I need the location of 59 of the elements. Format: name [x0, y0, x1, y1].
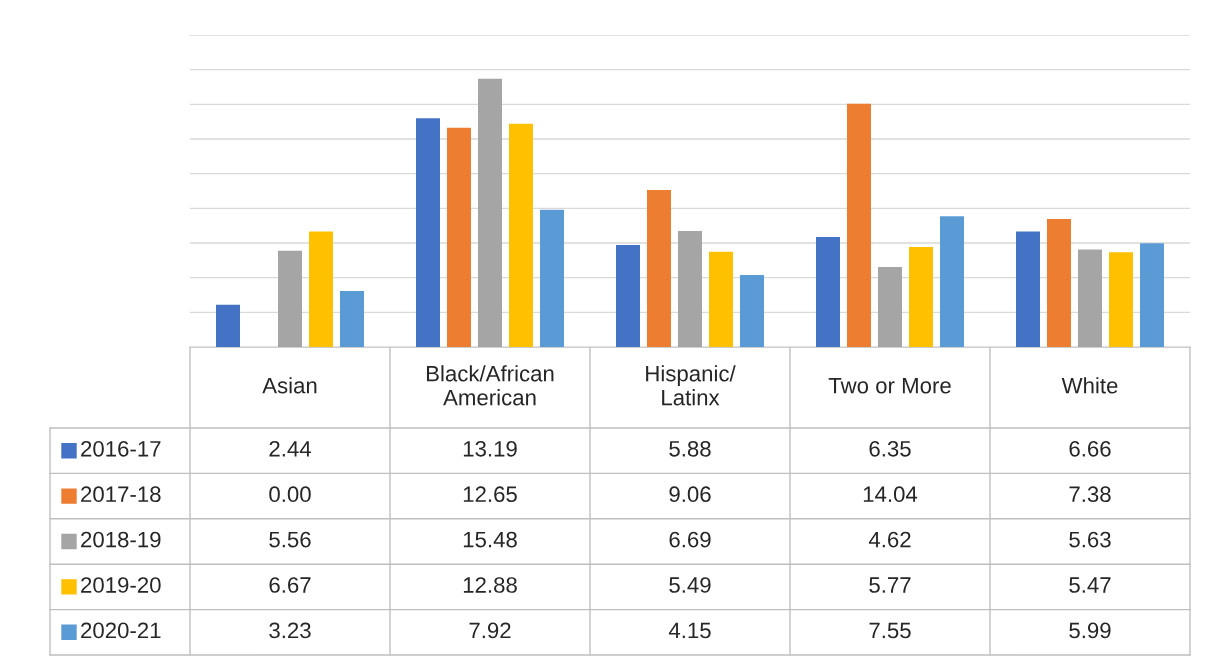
bar: [847, 103, 871, 347]
data-label: 3.23: [269, 622, 311, 639]
data-label: 7.92: [469, 622, 511, 639]
x-tick-label: Two or More: [828, 377, 951, 394]
bar: [540, 209, 564, 347]
data-label: 5.99: [1069, 622, 1111, 639]
bar: [678, 231, 702, 347]
data-label: 6.35: [869, 440, 911, 457]
bar: [1078, 249, 1102, 347]
data-label: 0.00: [269, 486, 311, 503]
data-label: 15.48: [463, 531, 517, 548]
x-tick-label: Asian: [262, 377, 317, 394]
bar: [1109, 252, 1133, 347]
bar: [878, 266, 902, 347]
data-label: 5.88: [669, 440, 711, 457]
legend-label: 2016-17: [81, 440, 161, 457]
legend-label: 2018-19: [81, 531, 161, 548]
data-label: 6.69: [669, 531, 711, 548]
bar: [216, 304, 240, 347]
bar: [309, 231, 333, 347]
bar: [816, 236, 840, 347]
bar: [940, 216, 964, 347]
data-label: 5.49: [669, 577, 711, 593]
data-label: 14.04: [863, 486, 918, 503]
bar: [416, 118, 440, 347]
bar: [509, 123, 533, 347]
data-label: 5.63: [1069, 531, 1111, 548]
data-label: 6.66: [1069, 440, 1111, 457]
bar: [1047, 219, 1071, 347]
x-tick-label: Black/African American: [426, 365, 554, 406]
data-label: 12.88: [463, 577, 517, 593]
x-tick-label: Hispanic/ Latinx: [646, 365, 736, 406]
data-label: 12.65: [463, 486, 517, 503]
data-label: 5.56: [269, 531, 311, 548]
bar: [647, 189, 671, 347]
data-label: 7.38: [1069, 486, 1111, 503]
bar: [740, 275, 764, 347]
legend-label: 2019-20: [81, 577, 161, 593]
data-label: 9.06: [669, 486, 711, 503]
legend-label: 2017-18: [81, 486, 161, 503]
x-tick-label: White: [1061, 377, 1118, 394]
bar: [709, 251, 733, 347]
bar: [1140, 243, 1164, 347]
data-label: 4.62: [868, 531, 911, 548]
data-label: 4.15: [668, 622, 711, 639]
data-label: 6.67: [269, 577, 311, 593]
bar: [278, 250, 302, 347]
data-label: 13.19: [463, 440, 517, 457]
data-label: 5.77: [869, 577, 911, 593]
data-label: 5.47: [1069, 577, 1111, 593]
bar: [340, 291, 364, 347]
bar: [616, 245, 640, 347]
data-label: 7.55: [869, 622, 911, 639]
bar: [909, 246, 933, 347]
bar: [447, 127, 471, 347]
legend-label: 2020-21: [81, 622, 161, 639]
bar: [1016, 231, 1040, 347]
bar: [478, 78, 502, 347]
data-label: 2.44: [269, 440, 311, 457]
